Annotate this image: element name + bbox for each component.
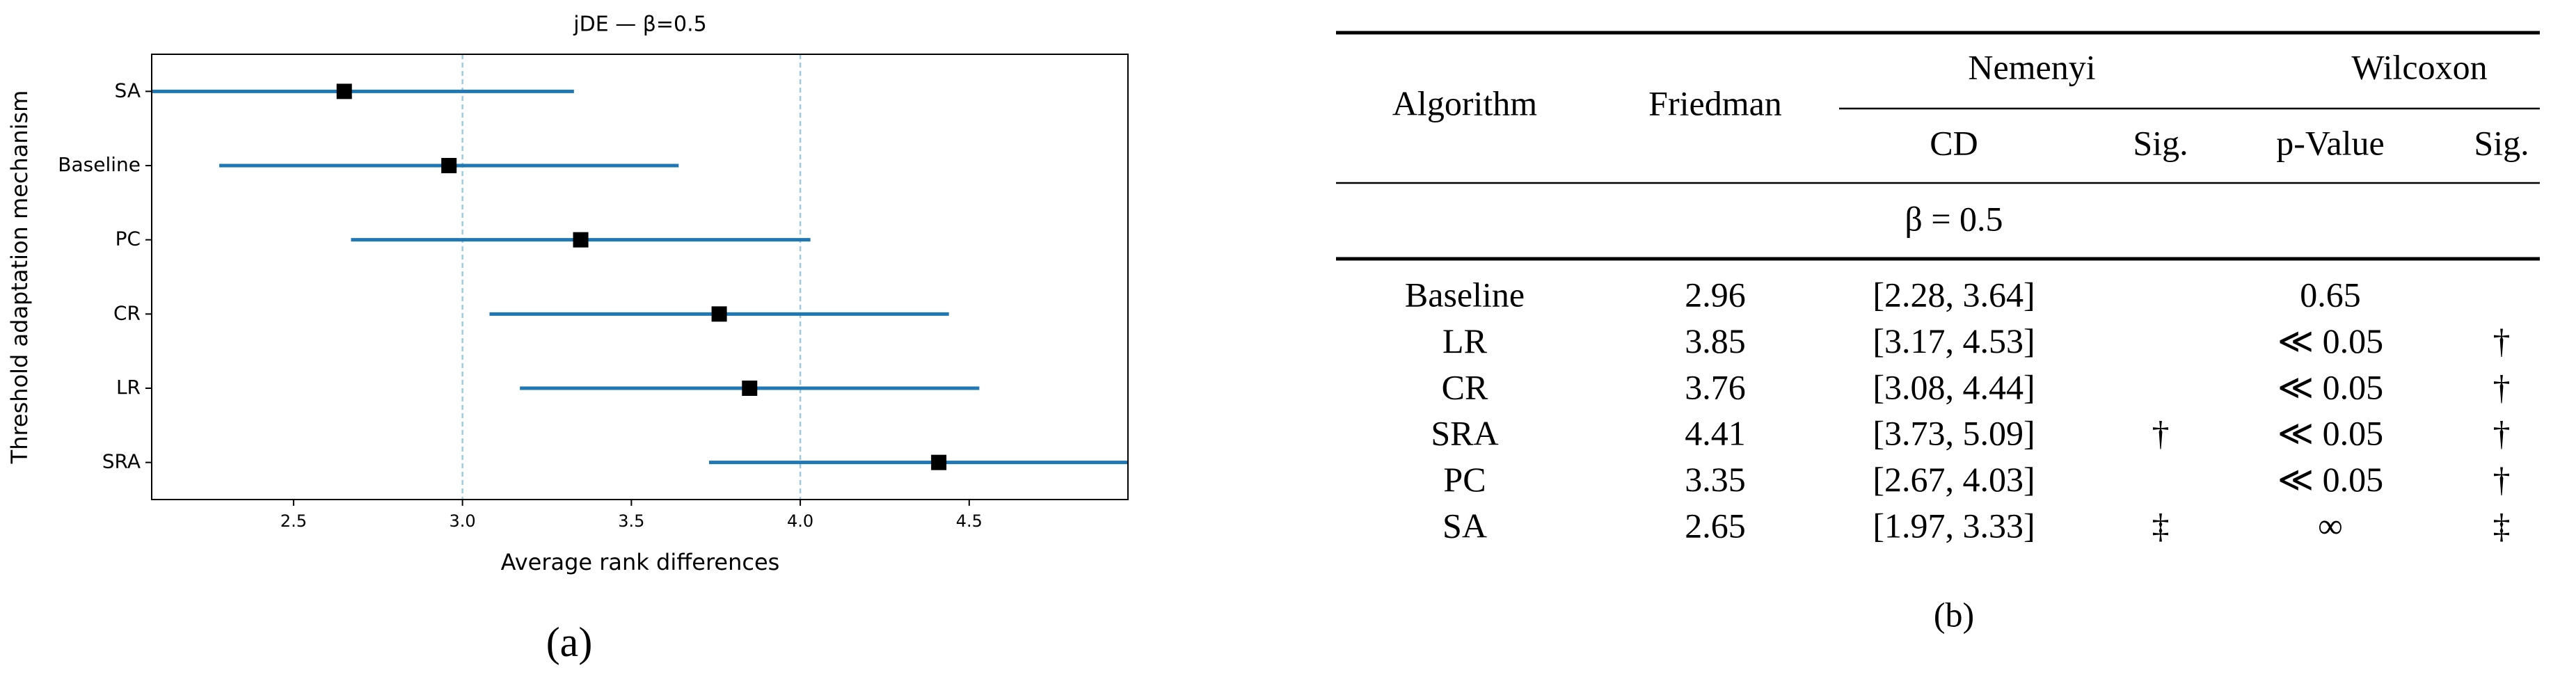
table-cell: [1.97, 3.33] xyxy=(1873,506,2035,545)
x-tick-label: 4.5 xyxy=(956,511,983,531)
header-cell: Algorithm xyxy=(1392,83,1537,122)
y-tick-label: LR xyxy=(116,376,141,399)
table-cell: † xyxy=(2493,414,2511,453)
chart: jDE — β=0.5 Average rank differences Thr… xyxy=(6,13,1129,665)
table-cell: CR xyxy=(1442,367,1488,406)
header-cell: Sig. xyxy=(2474,123,2529,162)
header-cell: p-Value xyxy=(2276,123,2385,162)
table-cell: 2.96 xyxy=(1685,275,1746,314)
y-tick-label: SRA xyxy=(102,450,141,473)
table-cell: [3.17, 4.53] xyxy=(1873,321,2035,360)
table-cell: ≪ 0.05 xyxy=(2277,321,2383,360)
table-cell: ∞ xyxy=(2318,506,2343,545)
table-cell: † xyxy=(2493,367,2511,406)
table-cell: 3.76 xyxy=(1685,367,1746,406)
y-tick-label: CR xyxy=(113,301,141,324)
table-cell: [2.28, 3.64] xyxy=(1873,275,2035,314)
header-cell: Sig. xyxy=(2133,123,2188,162)
table-cell: † xyxy=(2493,321,2511,360)
point xyxy=(336,83,352,99)
table-cell: 0.65 xyxy=(2300,275,2361,314)
point xyxy=(931,454,947,470)
x-tick-label: 4.0 xyxy=(787,511,813,531)
table-cell: 2.65 xyxy=(1685,506,1746,545)
table-cell: LR xyxy=(1442,321,1488,360)
x-tick-label: 2.5 xyxy=(280,511,307,531)
y-tick-label: PC xyxy=(116,228,141,250)
point xyxy=(573,232,589,248)
table-cell: 4.41 xyxy=(1685,414,1746,453)
x-tick-label: 3.0 xyxy=(450,511,476,531)
group-row: β = 0.5 xyxy=(1905,199,2003,238)
x-axis-label: Average rank differences xyxy=(501,549,780,575)
x-tick-label: 3.5 xyxy=(618,511,644,531)
header-cell: Wilcoxon xyxy=(2351,47,2487,86)
table-cell: 3.35 xyxy=(1685,460,1746,499)
table-cell: ≪ 0.05 xyxy=(2277,367,2383,406)
header-cell: Nemenyi xyxy=(1968,47,2095,86)
chart-title: jDE — β=0.5 xyxy=(573,13,706,37)
y-axis-label: Threshold adaptation mechanism xyxy=(6,90,33,465)
table-cell: [3.08, 4.44] xyxy=(1873,367,2035,406)
table-cell: † xyxy=(2493,460,2511,499)
table-cell: PC xyxy=(1443,460,1486,499)
table-cell: SA xyxy=(1442,506,1487,545)
caption: (b) xyxy=(1934,595,1974,634)
y-tick-label: Baseline xyxy=(58,153,141,176)
header-cell: CD xyxy=(1930,123,1978,162)
table-cell: ‡ xyxy=(2493,506,2511,545)
table-cell: † xyxy=(2152,414,2170,453)
axes-frame xyxy=(151,54,1129,500)
table-cell: Baseline xyxy=(1405,275,1525,314)
point xyxy=(742,381,758,396)
table-cell: 3.85 xyxy=(1685,321,1746,360)
plot-area xyxy=(152,54,1128,500)
header-cell: Friedman xyxy=(1648,83,1782,122)
caption: (a) xyxy=(546,619,593,665)
table-cell: [2.67, 4.03] xyxy=(1873,460,2035,499)
table-cell: [3.73, 5.09] xyxy=(1873,414,2035,453)
table-cell: ≪ 0.05 xyxy=(2277,414,2383,453)
table-cell: SRA xyxy=(1431,414,1498,453)
point xyxy=(441,158,457,173)
table: Algorithm Friedman Nemenyi Wilcoxon CD S… xyxy=(1336,31,2540,634)
point xyxy=(711,306,727,322)
y-tick-label: SA xyxy=(115,79,141,102)
table-cell: ‡ xyxy=(2152,506,2170,545)
table-cell: ≪ 0.05 xyxy=(2277,460,2383,499)
